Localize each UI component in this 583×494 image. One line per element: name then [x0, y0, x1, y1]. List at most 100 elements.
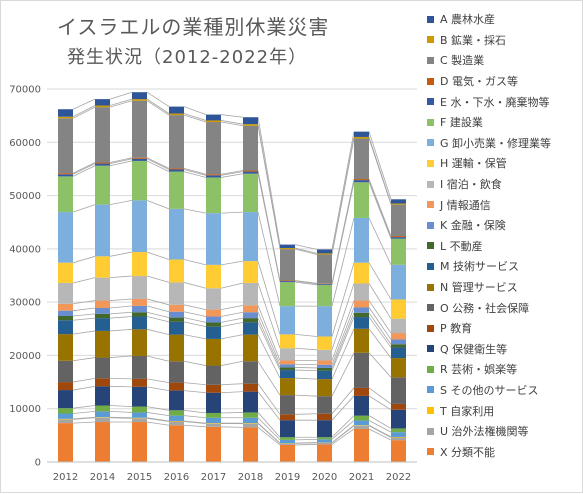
bar-segment: [169, 209, 184, 260]
legend-item: P 教育: [427, 318, 582, 339]
bar-segment: [169, 107, 184, 114]
series-connector-line: [73, 166, 95, 177]
bar-segment: [95, 411, 110, 417]
bar-segment: [280, 440, 295, 443]
bar-segment: [169, 282, 184, 304]
legend-label: B 鉱業・採石: [440, 32, 506, 48]
bar-segment: [391, 347, 406, 358]
bar-segment: [354, 317, 369, 329]
bar-segment: [317, 350, 332, 361]
legend-swatch: [427, 448, 434, 455]
series-connector-line: [295, 370, 317, 371]
bar-segment: [317, 444, 332, 462]
series-connector-line: [147, 252, 169, 259]
bar-segment: [95, 418, 110, 422]
bar-segment: [317, 253, 332, 254]
bar-segment: [95, 358, 110, 379]
bar-segment: [391, 319, 406, 333]
series-connector-line: [221, 361, 243, 365]
legend-swatch: [427, 304, 434, 311]
bar-segment: [391, 265, 406, 300]
bar-segment: [280, 245, 295, 248]
bar-segment: [169, 391, 184, 411]
bar-segment: [354, 218, 369, 263]
bar-segment: [317, 368, 332, 371]
series-connector-line: [73, 314, 95, 316]
bar-segment: [280, 281, 295, 282]
bar-segment: [58, 176, 73, 212]
bar-segment: [206, 427, 221, 462]
x-tick-label: 2019: [275, 472, 300, 483]
bar-segment: [132, 412, 147, 417]
legend-label: X 分類不能: [440, 444, 495, 460]
legend-label: D 電気・ガス等: [440, 73, 518, 89]
bar-segment: [280, 282, 295, 306]
bar-segment: [243, 126, 258, 171]
y-tick-label: 30000: [9, 298, 41, 309]
legend-item: O 公務・社会保障: [427, 297, 582, 318]
series-connector-line: [221, 322, 243, 326]
series-connector-line: [73, 163, 95, 174]
bar-segment: [354, 416, 369, 421]
bar-segment: [391, 236, 406, 237]
bar-segment: [280, 445, 295, 462]
bar-segment: [95, 166, 110, 205]
series-connector-line: [221, 212, 243, 213]
bar-segment: [132, 161, 147, 200]
legend-label: J 情報通信: [440, 197, 491, 213]
series-connector-line: [147, 356, 169, 361]
bar-segment: [243, 305, 258, 312]
series-connector-line: [147, 159, 169, 170]
legend-swatch: [427, 36, 434, 43]
x-tick-label: 2015: [127, 472, 152, 483]
bar-segment: [206, 122, 221, 174]
bar-segment: [95, 406, 110, 412]
bar-segment: [206, 174, 221, 175]
bar-segment: [280, 420, 295, 437]
bar-segment: [169, 114, 184, 116]
series-connector-line: [221, 412, 243, 413]
bar-segment: [243, 171, 258, 172]
bar-segment: [391, 299, 406, 318]
series-connector-line: [110, 386, 132, 387]
y-tick-label: 0: [35, 458, 41, 469]
bar-segment: [317, 285, 332, 306]
series-connector-line: [332, 301, 354, 361]
bar-segment: [206, 418, 221, 423]
y-tick-label: 50000: [9, 191, 41, 202]
legend-item: U 治外法権機関等: [427, 421, 582, 442]
bar-segment: [169, 115, 184, 168]
legend-item: R 芸術・娯楽等: [427, 359, 582, 380]
bar-segment: [317, 284, 332, 285]
bar-segment: [317, 337, 332, 350]
series-connector-line: [110, 101, 132, 107]
bar-segment: [95, 331, 110, 358]
bar-segment: [354, 132, 369, 137]
bar-segment: [354, 301, 369, 308]
series-connector-line: [147, 200, 169, 209]
series-connector-line: [221, 174, 243, 178]
bar-segment: [280, 281, 295, 282]
legend-label: L 不動産: [440, 238, 483, 254]
bar-segment: [58, 414, 73, 419]
series-connector-line: [295, 364, 317, 365]
bar-segment: [280, 370, 295, 378]
legend-label: G 卸小売業・修理業等: [440, 135, 551, 151]
bar-segment: [132, 379, 147, 387]
bar-segment: [132, 356, 147, 379]
legend-label: T 自家利用: [440, 403, 494, 419]
bar-segment: [354, 388, 369, 396]
series-connector-line: [184, 322, 206, 327]
bar-segment: [206, 423, 221, 424]
series-connector-line: [73, 205, 95, 212]
series-connector-line: [221, 305, 243, 309]
bar-segment: [58, 390, 73, 408]
series-connector-line: [369, 263, 391, 300]
series-connector-line: [147, 387, 169, 391]
series-connector-line: [110, 252, 132, 256]
bar-segment: [243, 392, 258, 413]
legend-item: F 建設業: [427, 112, 582, 133]
series-connector-line: [369, 426, 391, 438]
